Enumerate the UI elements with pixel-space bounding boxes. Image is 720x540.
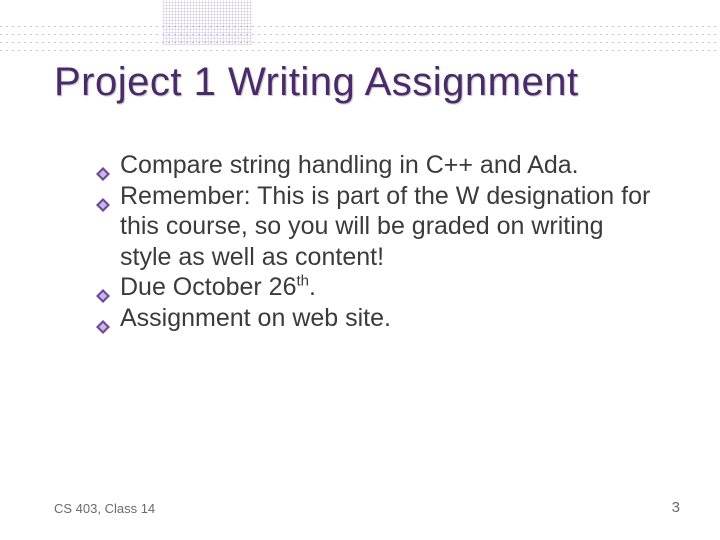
header-dotted-line	[0, 34, 720, 35]
diamond-bullet-icon	[96, 189, 110, 203]
bullet-item: Remember: This is part of the W designat…	[96, 181, 654, 273]
bullet-text: Assignment on web site.	[120, 304, 391, 332]
bullet-item: Compare string handling in C++ and Ada.	[96, 150, 654, 181]
bullet-item: Due October 26th.	[96, 272, 654, 303]
diamond-bullet-icon	[96, 158, 110, 172]
header-dotted-line	[0, 26, 720, 27]
bullet-text: Remember: This is part of the W designat…	[120, 182, 650, 271]
footer-slide-number: 3	[672, 499, 680, 516]
header-texture-band	[163, 0, 252, 45]
diamond-bullet-icon	[96, 311, 110, 325]
bullet-text: Due October 26th.	[120, 273, 316, 301]
bullet-text: Compare string handling in C++ and Ada.	[120, 151, 579, 179]
slide-title: Project 1 Writing Assignment	[54, 60, 579, 105]
diamond-bullet-icon	[96, 280, 110, 294]
bullet-item: Assignment on web site.	[96, 303, 654, 334]
slide-body: Compare string handling in C++ and Ada. …	[96, 150, 654, 333]
header-dotted-line	[0, 42, 720, 43]
header-dotted-line	[0, 50, 720, 51]
footer-course-label: CS 403, Class 14	[54, 501, 155, 516]
